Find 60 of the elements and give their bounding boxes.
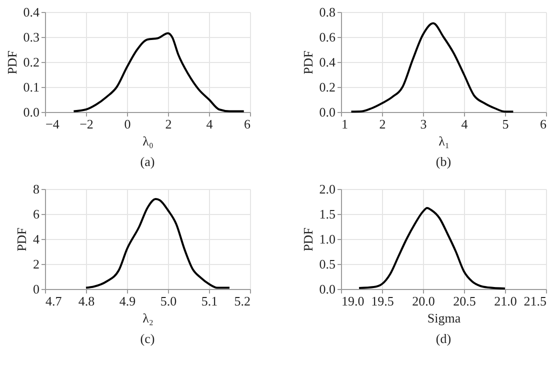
y-tick-label: 0.0 <box>23 104 40 120</box>
x-tick-label: 19.5 <box>371 294 394 308</box>
y-axis-title: PDF <box>14 228 29 252</box>
y-axis-title: PDF <box>300 50 316 74</box>
y-tick-label: 1.5 <box>319 206 336 222</box>
x-tick-label: 20.5 <box>453 294 476 308</box>
x-tick-label: 19.0 <box>342 294 364 308</box>
y-tick-label: 8 <box>33 182 40 196</box>
y-tick-label: 2 <box>33 256 40 272</box>
x-axis-title: Sigma <box>427 310 461 326</box>
x-tick-label: 4.7 <box>46 294 62 308</box>
x-tick-label: 2 <box>379 116 386 132</box>
y-tick-label: 0.4 <box>319 54 336 70</box>
y-tick-label: 0.2 <box>319 80 336 94</box>
x-tick-label: 5.1 <box>201 294 218 308</box>
y-tick-label: 4 <box>33 232 40 246</box>
x-tick-label: 5 <box>502 116 509 132</box>
x-tick-label: −2 <box>80 116 94 132</box>
x-tick-label: 5.0 <box>160 294 177 308</box>
x-tick-label: 0 <box>124 116 131 132</box>
x-tick-label: 4.9 <box>119 294 136 308</box>
y-tick-label: 0.5 <box>319 256 336 272</box>
x-tick-label: 1 <box>342 116 348 132</box>
line-series <box>85 198 230 289</box>
x-tick-label: 4 <box>461 116 468 132</box>
y-tick-label: 6 <box>33 206 40 222</box>
y-tick-label: 1.0 <box>319 232 336 246</box>
y-axis-title: PDF <box>4 50 20 74</box>
line-series <box>72 32 245 112</box>
line-series <box>350 22 514 113</box>
text: (a) <box>140 154 155 169</box>
x-tick-label: −4 <box>46 116 60 132</box>
y-tick-label: 0.4 <box>23 4 40 20</box>
y-axis-title: PDF <box>300 228 316 252</box>
text: (c) <box>140 331 155 346</box>
x-tick-label: 5.2 <box>234 294 250 308</box>
y-tick-label: 0.0 <box>319 282 336 296</box>
y-tick-label: 2.0 <box>319 182 336 196</box>
y-tick-label: 0.8 <box>319 4 336 20</box>
x-tick-label: 2 <box>165 116 172 132</box>
y-tick-label: 0.3 <box>23 30 40 44</box>
x-tick-label: 21.5 <box>524 294 546 308</box>
line-series <box>358 207 506 290</box>
y-tick-label: 0.0 <box>319 104 336 120</box>
x-axis-title: λ₂ <box>142 310 154 326</box>
x-tick-label: 21.0 <box>494 294 517 308</box>
x-tick-label: 20.0 <box>412 294 435 308</box>
text: (d) <box>436 331 452 346</box>
x-tick-label: 3 <box>420 116 427 132</box>
x-tick-label: 4 <box>206 116 214 132</box>
y-tick-label: 0.6 <box>319 30 336 44</box>
x-axis-title: λ₀ <box>142 134 154 148</box>
x-tick-label: 4.8 <box>78 294 95 308</box>
text: (b) <box>436 154 452 169</box>
x-axis-title: λ₁ <box>438 134 450 148</box>
x-tick-label: 6 <box>540 116 547 132</box>
y-tick-label: 0.1 <box>23 80 40 94</box>
y-tick-label: 0 <box>33 282 40 296</box>
x-tick-label: 6 <box>244 116 251 132</box>
y-tick-label: 0.2 <box>23 54 40 70</box>
